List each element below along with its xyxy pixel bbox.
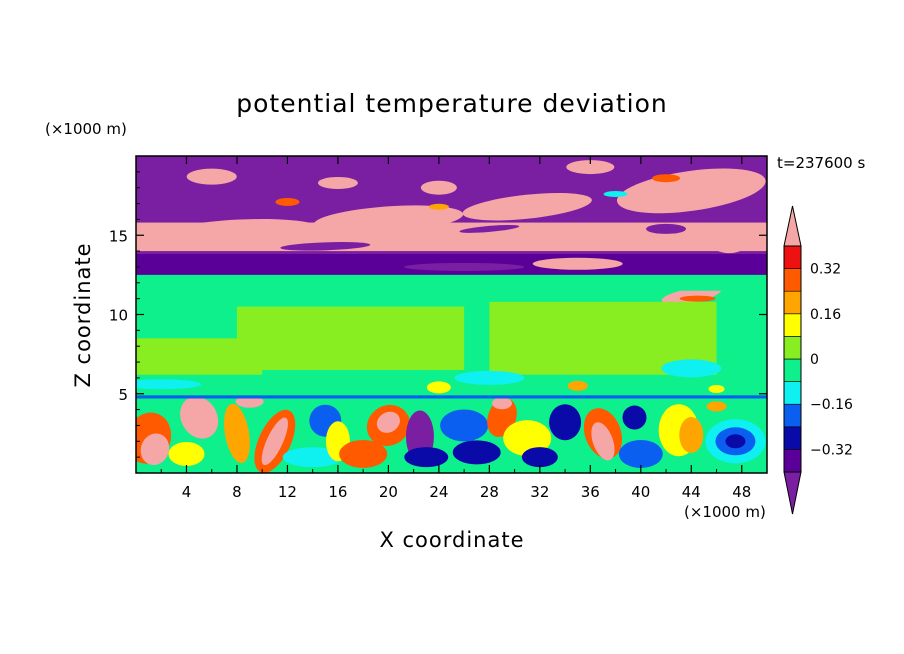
- y-axis-label: Z coordinate: [71, 242, 95, 387]
- field-blob: [706, 401, 727, 412]
- field-blob: [591, 422, 615, 461]
- x-tick-label: 16: [328, 483, 347, 501]
- field-blob: [652, 174, 681, 183]
- heatmap-field: [136, 156, 767, 473]
- colorbar-frame: [783, 245, 802, 473]
- field-blob: [420, 180, 457, 195]
- field-blob: [679, 295, 716, 302]
- field-blob: [491, 397, 512, 410]
- field-blob: [661, 359, 722, 378]
- field-blob: [440, 409, 489, 442]
- x-tick-label: 20: [379, 483, 398, 501]
- y-unit-label: (×1000 m): [45, 120, 127, 138]
- field-blob: [711, 233, 748, 254]
- colorbar-band: [783, 245, 802, 269]
- field-blob: [404, 447, 449, 468]
- colorbar-tick-label: −0.32: [810, 442, 853, 458]
- x-tick-label: 32: [530, 483, 549, 501]
- field-blob: [313, 205, 464, 234]
- field-blob: [428, 203, 449, 210]
- x-tick-label: 44: [682, 483, 701, 501]
- x-tick-label: 36: [581, 483, 600, 501]
- field-blob: [140, 433, 170, 466]
- field-blob: [454, 370, 525, 385]
- field-patch: [136, 338, 263, 375]
- field-blob: [280, 242, 371, 251]
- colorbar-band: [783, 358, 802, 382]
- field-blob: [503, 420, 552, 457]
- colorbar: 0.32 0.16 0 −0.16 −0.32: [783, 205, 853, 515]
- field-blob: [708, 384, 725, 393]
- field-blob: [459, 224, 520, 233]
- y-axis: 5 10 15: [109, 171, 767, 458]
- field-blob: [235, 395, 264, 408]
- field-blob: [532, 257, 623, 270]
- field-blob: [275, 197, 300, 206]
- colorbar-band: [783, 381, 802, 405]
- x-tick-label: 4: [182, 483, 192, 501]
- field-blob: [136, 379, 202, 390]
- field-blob: [679, 416, 704, 453]
- field-blob: [168, 441, 205, 466]
- colorbar-over-triangle: [783, 205, 802, 247]
- y-tick-label: 10: [109, 307, 128, 325]
- field-blob: [452, 440, 501, 465]
- field-blob: [725, 434, 746, 449]
- x-unit-label: (×1000 m): [684, 503, 766, 521]
- colorbar-band: [783, 426, 802, 450]
- colorbar-tick-label: 0: [810, 352, 819, 368]
- field-blob: [646, 223, 687, 234]
- field-blob: [618, 439, 663, 468]
- field-blob: [566, 160, 615, 175]
- colorbar-band: [783, 403, 802, 428]
- x-tick-label: 12: [278, 483, 297, 501]
- field-blob: [622, 405, 647, 430]
- field-blob: [186, 168, 237, 185]
- x-axis-label: X coordinate: [379, 528, 524, 552]
- field-patch: [136, 395, 767, 399]
- colorbar-tick-label: 0.16: [810, 307, 841, 323]
- field-blob: [521, 447, 558, 468]
- colorbar-band: [783, 336, 802, 360]
- field-blob: [152, 218, 322, 249]
- colorbar-tick-label: 0.32: [810, 262, 841, 278]
- field-blob: [426, 381, 451, 394]
- field-blob: [261, 417, 288, 466]
- colorbar-band: [783, 449, 802, 473]
- colorbar-tick-label: −0.16: [810, 397, 853, 413]
- field-blob: [462, 192, 592, 221]
- x-tick-label: 8: [232, 483, 242, 501]
- field-blob: [567, 380, 588, 391]
- field-blob: [661, 286, 721, 305]
- colorbar-band: [783, 313, 802, 337]
- field-patch: [136, 274, 767, 291]
- y-tick-label: 5: [118, 386, 128, 404]
- time-label: t=237600 s: [777, 154, 865, 172]
- field-blob: [603, 191, 628, 198]
- field-blob: [549, 404, 582, 441]
- field-blob: [180, 396, 219, 439]
- y-tick-label: 15: [109, 227, 128, 245]
- field-blob: [224, 403, 250, 463]
- field-patch: [236, 306, 465, 370]
- x-tick-label: 28: [480, 483, 499, 501]
- field-blob: [404, 262, 525, 271]
- colorbar-band: [783, 268, 802, 292]
- field-blob: [317, 176, 358, 189]
- x-tick-label: 24: [429, 483, 448, 501]
- x-tick-label: 40: [631, 483, 650, 501]
- chart-title: potential temperature deviation: [236, 89, 667, 118]
- field-blob: [376, 411, 400, 433]
- x-tick-label: 48: [732, 483, 751, 501]
- colorbar-under-triangle: [783, 471, 802, 515]
- field-blob: [339, 439, 388, 468]
- colorbar-band: [783, 290, 802, 315]
- field-blob: [282, 447, 343, 468]
- x-axis: 4 8 12 16 20 24 28 32 36 40 44 48: [160, 156, 751, 501]
